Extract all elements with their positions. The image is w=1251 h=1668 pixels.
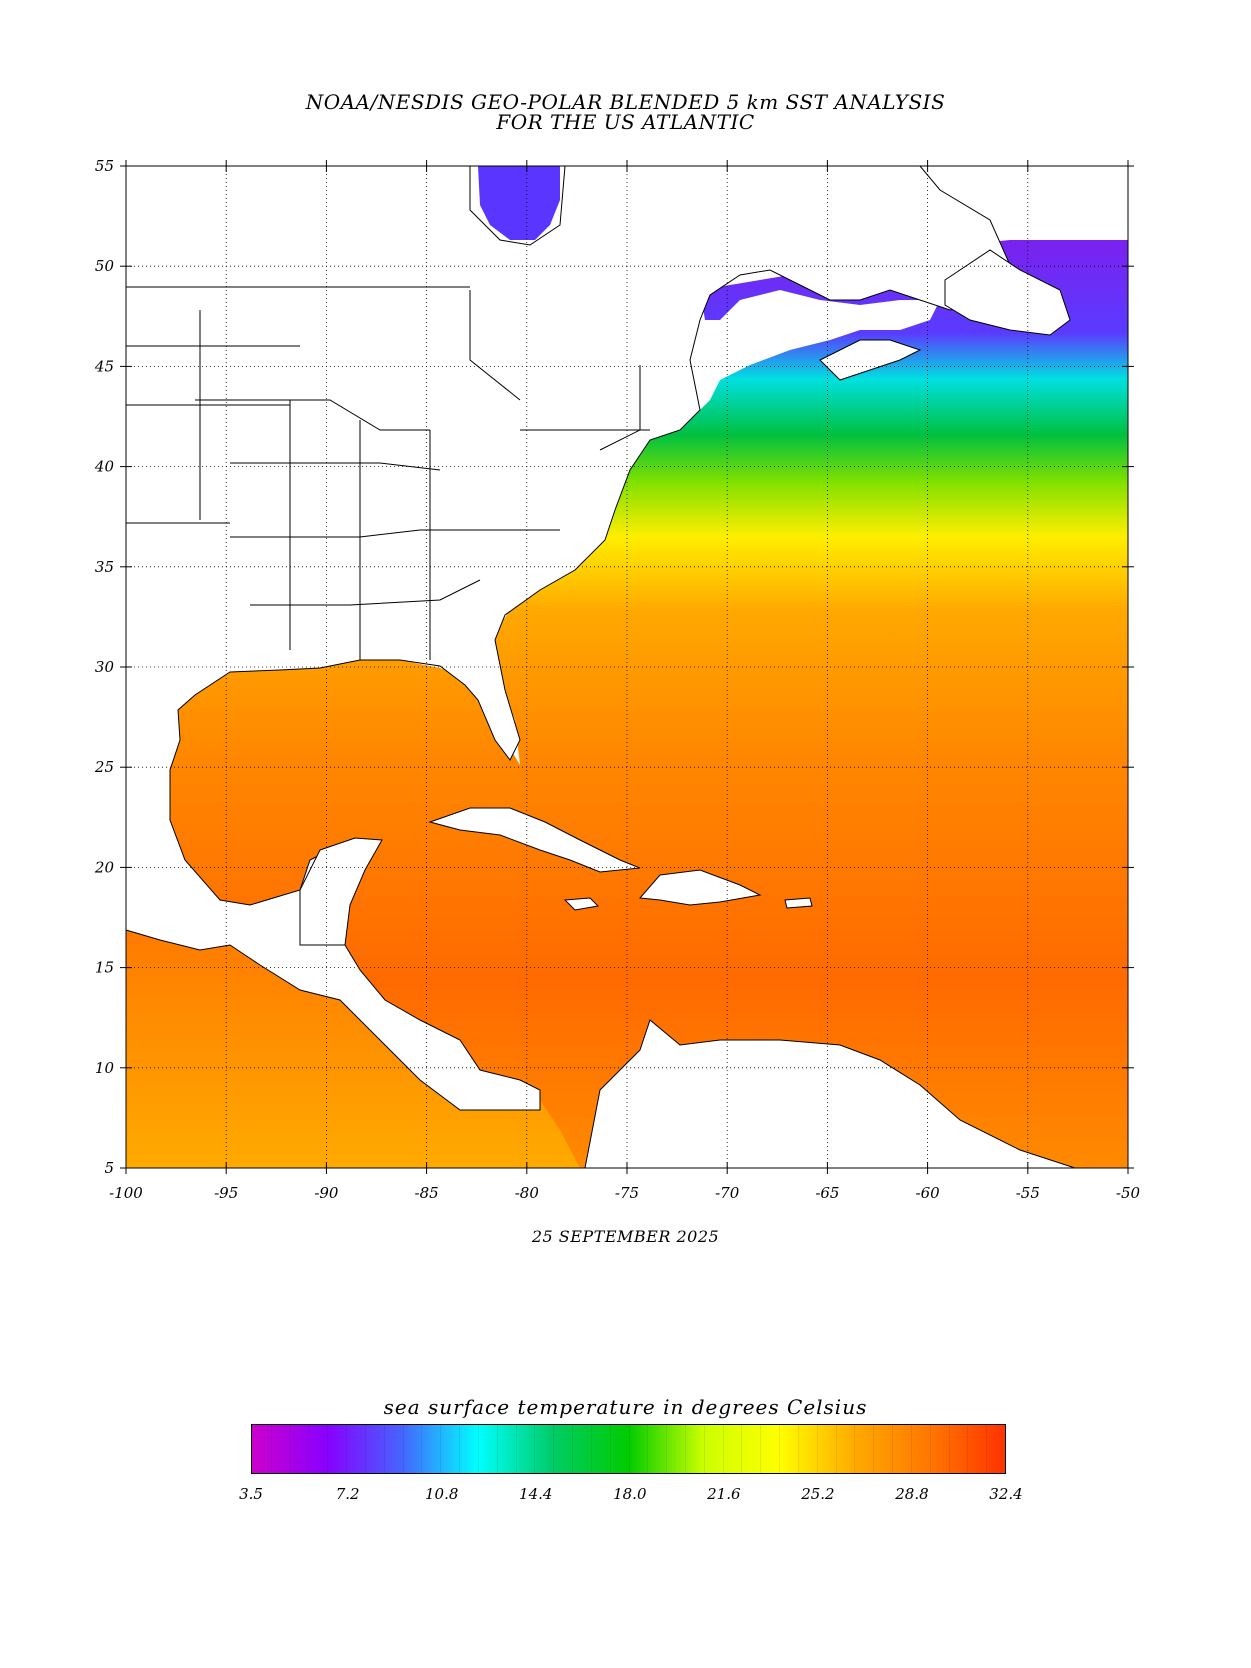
lat-tick-label: 20 [94,858,115,876]
colorbar-tick-label: 3.5 [239,1485,263,1503]
colorbar-tick-label: 28.8 [895,1485,929,1503]
colorbar-division [270,1425,272,1473]
colorbar-tick-label: 21.6 [707,1485,741,1503]
colorbar-division [459,1425,461,1473]
colorbar-tick-label: 14.4 [519,1485,553,1503]
lon-tick-label: -50 [1116,1184,1141,1202]
colorbar-tick-label: 10.8 [425,1485,459,1503]
colorbar-division [308,1425,310,1473]
colorbar-division [496,1425,498,1473]
lon-tick-label: -75 [615,1184,639,1202]
colorbar-division [948,1425,950,1473]
colorbar-division [440,1425,442,1473]
lon-tick-label: -70 [715,1184,740,1202]
colorbar-division [684,1425,686,1473]
lat-tick-label: 30 [95,658,115,676]
colorbar-division [873,1425,875,1473]
colorbar-division [967,1425,969,1473]
lat-tick-label: 15 [95,959,114,977]
lat-tick-label: 45 [94,357,114,375]
graticule [126,166,1128,1168]
state-borders [126,286,650,660]
lon-tick-label: -100 [109,1184,143,1202]
sst-field [126,166,1128,1168]
lon-tick-label: -90 [314,1184,339,1202]
colorbar-title: sea surface temperature in degrees Celsi… [383,1395,868,1419]
lon-tick-label: -55 [1016,1184,1040,1202]
title-line-2: FOR THE US ATLANTIC [496,110,755,134]
lon-tick-label: -60 [916,1184,941,1202]
colorbar-division [590,1425,592,1473]
colorbar-division [929,1425,931,1473]
lon-tick-label: -80 [515,1184,540,1202]
lon-tick-label: -95 [214,1184,238,1202]
analysis-date: 25 SEPTEMBER 2025 [531,1227,720,1246]
colorbar-division [364,1425,366,1473]
land-jamaica [563,897,600,911]
colorbar-division [628,1425,630,1473]
colorbar-division [383,1425,385,1473]
land-hispaniola [638,869,762,906]
ocean-pacific [126,930,580,1168]
colorbar-division [835,1425,837,1473]
colorbar-division [722,1425,724,1473]
colorbar-division [402,1425,404,1473]
land-puerto-rico [784,897,813,909]
colorbar-tick-label: 7.2 [335,1485,360,1503]
lat-tick-label: 55 [95,157,114,175]
map-title: NOAA/NESDIS GEO-POLAR BLENDED 5 km SST A… [0,92,1251,132]
colorbar-division [346,1425,348,1473]
lat-tick-label: 25 [94,758,114,776]
colorbar-division [289,1425,291,1473]
colorbar-division [779,1425,781,1473]
land-yucatan [299,837,383,946]
colorbar-division [854,1425,856,1473]
colorbar-division [647,1425,649,1473]
colorbar-division [816,1425,818,1473]
colorbar-tick-label: 32.4 [989,1485,1023,1503]
colorbar-division [741,1425,743,1473]
lat-tick-label: 50 [95,257,115,275]
colorbar-division [515,1425,517,1473]
colorbar-division [534,1425,536,1473]
colorbar-division [666,1425,668,1473]
colorbar-division [910,1425,912,1473]
colorbar [251,1424,1006,1474]
colorbar-division [553,1425,555,1473]
lon-tick-label: -65 [815,1184,839,1202]
ocean-atlantic [170,240,1128,1168]
colorbar-division [760,1425,762,1473]
colorbar-division [797,1425,799,1473]
land-south-america [584,1019,1076,1168]
colorbar-division [703,1425,705,1473]
plot-frame [125,165,1129,1169]
colorbar-tick-label: 25.2 [801,1485,835,1503]
ocean-hudson-bay [478,166,560,240]
land-newfoundland [944,249,1071,336]
colorbar-division [572,1425,574,1473]
lat-tick-label: 40 [94,458,115,476]
lat-tick-label: 10 [95,1059,115,1077]
title-line-1: NOAA/NESDIS GEO-POLAR BLENDED 5 km SST A… [305,90,946,114]
colorbar-division [327,1425,329,1473]
lon-tick-label: -85 [415,1184,439,1202]
colorbar-labels: 3.5 7.2 10.8 14.4 18.0 21.6 25.2 28.8 32.4 [0,1485,1251,1505]
lat-tick-label: 5 [104,1159,114,1177]
colorbar-division [421,1425,423,1473]
land-cuba [428,807,641,873]
colorbar-division [986,1425,988,1473]
colorbar-division [609,1425,611,1473]
colorbar-division [892,1425,894,1473]
land-nova-scotia [819,339,922,381]
lat-tick-label: 35 [95,558,114,576]
colorbar-tick-label: 18.0 [613,1485,647,1503]
colorbar-division [477,1425,479,1473]
